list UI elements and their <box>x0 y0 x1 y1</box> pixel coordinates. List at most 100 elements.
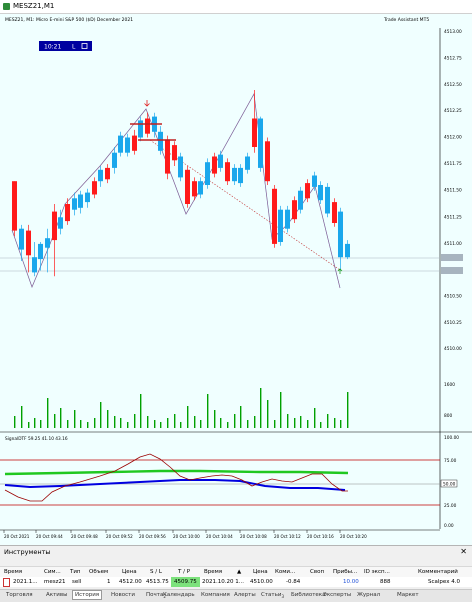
candle-body <box>265 141 270 182</box>
col-volume[interactable]: Объем <box>89 569 109 575</box>
volume-bar <box>314 408 316 428</box>
col-price[interactable]: Цена <box>122 569 137 575</box>
tab-4[interactable]: Почта2 <box>146 592 166 600</box>
col-comment[interactable]: Комментарий <box>418 569 458 575</box>
tab-11[interactable]: Журнал <box>357 592 381 598</box>
chart-area[interactable]: MESZ21, M1: Micro E-mini S&P 500 ($D) De… <box>0 14 472 545</box>
tab-9[interactable]: Библиотека <box>291 592 326 598</box>
volume-bar <box>87 422 89 428</box>
cell-commission: -0.84 <box>286 579 301 585</box>
candles <box>12 90 350 277</box>
price-label: 4512.75 <box>444 56 462 62</box>
candle-body <box>72 198 77 210</box>
col-symbol[interactable]: Сим... <box>44 569 61 575</box>
cell-sl: 4513.75 <box>146 579 169 585</box>
volume-bar <box>21 406 23 428</box>
tab-1[interactable]: Активы <box>46 592 68 598</box>
candle-body <box>85 192 90 203</box>
price-label: 4512.25 <box>444 108 462 114</box>
sort-arrow-icon: ▲ <box>237 569 242 575</box>
tab-badge: 2 <box>163 594 166 600</box>
candle-body <box>26 230 31 256</box>
osc-signal-line <box>4 453 348 502</box>
volume-bar <box>327 414 329 428</box>
tab-6[interactable]: Компания <box>201 592 230 598</box>
tab-10[interactable]: Эксперты <box>323 592 352 598</box>
candle-body <box>258 118 263 168</box>
cell-volume: 1 <box>107 579 111 585</box>
time-label: 20 Oct 10:08 <box>240 534 267 539</box>
volume-bar <box>160 422 162 428</box>
tab-7[interactable]: Алерты <box>234 592 256 598</box>
col-type[interactable]: Тип <box>70 569 81 575</box>
widget-toggle-icon[interactable] <box>81 43 88 49</box>
col-close-time[interactable]: Время <box>204 569 223 575</box>
price-label: 4512.00 <box>444 135 462 141</box>
volume-bar <box>320 422 322 428</box>
candle-body <box>212 156 217 174</box>
tab-2[interactable]: История <box>72 590 103 600</box>
col-expert-id[interactable]: ID эксп... <box>364 569 390 575</box>
candle-body <box>278 209 283 242</box>
volume-bar <box>28 422 30 428</box>
candle-body <box>158 131 163 151</box>
osc-label-0: 0.00 <box>444 523 454 529</box>
price-label: 4511.50 <box>444 187 462 193</box>
time-label: 20 Oct 09:48 <box>71 534 98 539</box>
cell-profit: 10.00 <box>343 579 359 585</box>
volume-bar <box>280 392 282 428</box>
candle-body <box>92 181 97 195</box>
chart-window-icon <box>3 3 10 10</box>
price-label: 4511.00 <box>444 241 462 247</box>
widget-letter: L <box>72 44 76 51</box>
price-label: 4512.50 <box>444 82 462 88</box>
volume-bar <box>140 394 142 428</box>
col-close-price[interactable]: Цена <box>253 569 268 575</box>
volume-bar <box>240 406 242 428</box>
volume-bar <box>147 416 149 428</box>
candle-body <box>105 167 110 180</box>
candle-body <box>178 156 183 178</box>
col-sl[interactable]: S / L <box>150 569 162 575</box>
candle-body <box>172 145 177 161</box>
col-time[interactable]: Время <box>4 569 23 575</box>
volume-bar <box>254 416 256 428</box>
osc-label-100: 100.00 <box>444 435 459 441</box>
time-label: 20 Oct 09:44 <box>36 534 63 539</box>
candle-body <box>52 211 57 241</box>
volume-bar <box>247 420 249 428</box>
volume-bar <box>227 422 229 428</box>
tab-3[interactable]: Новости <box>111 592 135 598</box>
col-tp[interactable]: T / P <box>178 569 191 575</box>
widget-time: 10:21 <box>44 44 61 51</box>
candle-body <box>38 243 43 260</box>
volume-bar <box>180 422 182 428</box>
close-icon[interactable]: ✕ <box>460 547 467 556</box>
price-label: 4510.50 <box>444 294 462 300</box>
candle-body <box>165 139 170 174</box>
chart-svg[interactable]: MESZ21, M1: Micro E-mini S&P 500 ($D) De… <box>0 14 472 545</box>
volume-bar <box>267 400 269 428</box>
volume-label-1600: 1600 <box>444 382 455 388</box>
candle-body <box>218 154 223 168</box>
time-widget[interactable] <box>39 41 92 51</box>
candle-body <box>332 202 337 223</box>
zigzag-red-line <box>11 93 341 289</box>
col-commission[interactable]: Коми... <box>275 569 296 575</box>
time-label: 20 Oct 09:52 <box>106 534 133 539</box>
osc-label-25: 25.00 <box>444 503 457 509</box>
candle-body <box>252 118 257 147</box>
candle-body <box>305 183 310 199</box>
tab-8[interactable]: Статьи3 <box>261 592 284 600</box>
bid-price-tag <box>441 254 463 261</box>
candle-body <box>325 186 330 214</box>
chart-header: MESZ21, M1: Micro E-mini S&P 500 ($D) De… <box>5 17 133 23</box>
col-profit[interactable]: Прибы... <box>333 569 358 575</box>
volume-bar <box>167 418 169 428</box>
osc-green-line <box>4 469 349 476</box>
tab-5[interactable]: Календарь <box>163 592 195 598</box>
col-swap[interactable]: Своп <box>310 569 325 575</box>
tab-12[interactable]: Маркет <box>397 592 419 598</box>
table-row[interactable]: 2021.1... mesz21 sell 1 4512.00 4513.75 … <box>0 577 472 587</box>
tab-0[interactable]: Торговля <box>6 592 33 598</box>
